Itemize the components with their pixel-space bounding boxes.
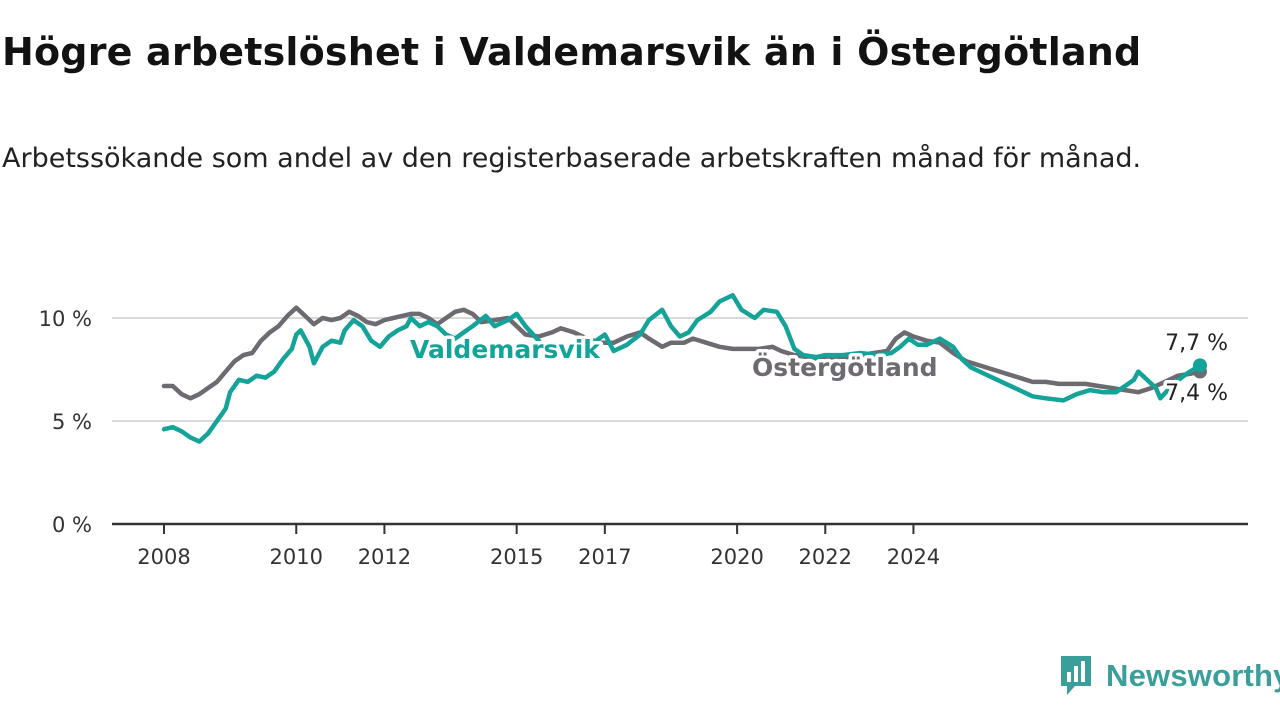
end-label-valdemarsvik: 7,7 % bbox=[1165, 331, 1228, 356]
y-tick-label: 10 % bbox=[39, 307, 92, 331]
chart-subtitle: Arbetssökande som andel av den registerb… bbox=[2, 143, 1142, 174]
gridlines bbox=[112, 317, 1248, 526]
series-line-ostergotland bbox=[161, 305, 1203, 401]
y-tick-label: 5 % bbox=[52, 410, 92, 434]
x-tick-label: 2012 bbox=[358, 545, 411, 569]
brand-name: Newsworthy bbox=[1106, 658, 1280, 693]
series-label-ostergotland: Östergötland bbox=[752, 352, 938, 382]
x-tick-label: 2008 bbox=[137, 545, 190, 569]
x-tick-label: 2024 bbox=[887, 545, 940, 569]
series-lines bbox=[161, 293, 1207, 444]
end-label-ostergotland: 7,4 % bbox=[1165, 381, 1228, 406]
series-labels: Valdemarsvik Östergötland 7,7 % 7,4 % bbox=[407, 328, 1232, 410]
chart-title: Högre arbetslöshet i Valdemarsvik än i Ö… bbox=[2, 30, 1142, 74]
x-tick-label: 2020 bbox=[710, 545, 763, 569]
newsworthy-logo-icon bbox=[1061, 656, 1091, 695]
x-tick-label: 2017 bbox=[578, 545, 631, 569]
x-tick-label: 2022 bbox=[799, 545, 852, 569]
series-label-valdemarsvik: Valdemarsvik bbox=[410, 335, 601, 364]
newsworthy-logo: Newsworthy bbox=[1058, 654, 1280, 698]
x-axis-ticks: 2008 2010 2012 2015 2017 2020 2022 2024 bbox=[137, 524, 940, 569]
series-line-valdemarsvik bbox=[161, 293, 1203, 444]
x-tick-label: 2015 bbox=[490, 545, 543, 569]
x-tick-label: 2010 bbox=[270, 545, 323, 569]
end-point-valdemarsvik bbox=[1193, 358, 1207, 373]
y-axis-ticks: 0 % 5 % 10 % bbox=[39, 307, 92, 537]
y-tick-label: 0 % bbox=[52, 513, 92, 537]
